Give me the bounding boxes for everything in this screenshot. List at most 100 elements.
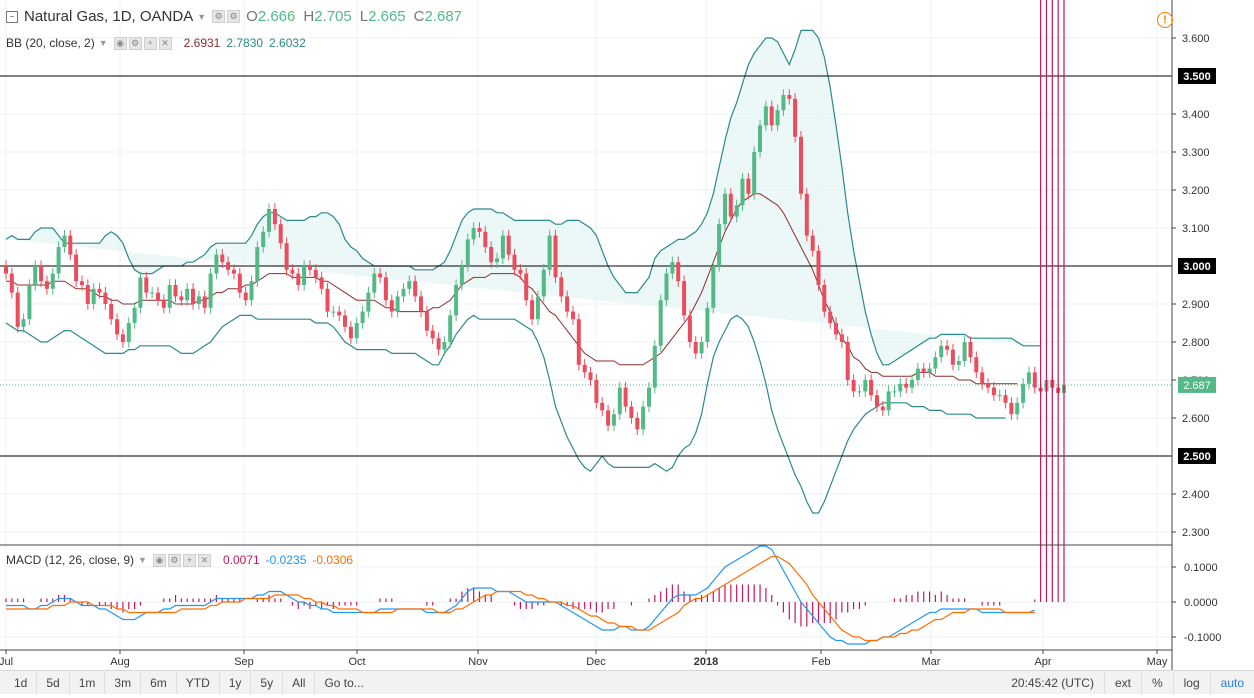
warning-icon[interactable]: ! <box>1157 12 1173 28</box>
macd-value: -0.0235 <box>265 553 307 567</box>
candle-body <box>120 334 125 342</box>
candle-body <box>974 357 979 373</box>
timeframe-6m[interactable]: 6m <box>141 671 177 694</box>
goto-button[interactable]: Go to... <box>324 675 364 690</box>
legend-buttons[interactable]: ⚙ ⚙ <box>212 10 242 23</box>
gear-icon[interactable]: ⚙ <box>227 10 241 23</box>
macd-buttons[interactable]: ◉ ⚙ + ✕ <box>152 553 213 567</box>
price-tick-label: 3.100 <box>1182 223 1210 235</box>
bb-lower-value: 2.6032 <box>269 36 306 50</box>
eye-icon[interactable]: ◉ <box>152 553 166 567</box>
add-icon[interactable]: + <box>182 553 196 567</box>
timeframe-5d[interactable]: 5d <box>37 671 70 694</box>
percent-button[interactable]: % <box>1140 671 1173 694</box>
candle-body <box>62 235 67 247</box>
price-tick-label: 3.000 <box>1183 261 1211 273</box>
candle-body <box>167 285 172 308</box>
candle-body <box>793 98 798 137</box>
candle-body <box>787 95 792 99</box>
log-button[interactable]: log <box>1172 671 1210 694</box>
last-price-label: 2.687 <box>1183 380 1211 392</box>
settings-icon[interactable]: ⚙ <box>212 10 226 23</box>
timeframe-all[interactable]: All <box>283 671 316 694</box>
macd-signal-value: -0.0306 <box>312 553 354 567</box>
ext-button[interactable]: ext <box>1103 671 1141 694</box>
menu-icon[interactable]: − <box>6 10 18 23</box>
candle-body <box>232 269 236 274</box>
timeframe-ytd[interactable]: YTD <box>177 671 220 694</box>
l-label: L <box>359 8 369 25</box>
candle-body <box>834 323 838 335</box>
candle-body <box>915 368 920 380</box>
price-tick-label: 3.200 <box>1182 185 1210 197</box>
candle-body <box>635 418 640 430</box>
candle-body <box>442 342 447 350</box>
macd-signal-line <box>6 555 1035 642</box>
settings-icon[interactable]: ⚙ <box>128 36 142 50</box>
candle-body <box>629 406 634 418</box>
candle-body <box>331 311 336 313</box>
candle-body <box>880 406 885 411</box>
candle-body <box>506 235 511 255</box>
candle-body <box>220 254 225 263</box>
candle-body <box>617 387 622 415</box>
candle-body <box>161 300 166 308</box>
candle-body <box>559 277 564 297</box>
timeframe-1y[interactable]: 1y <box>220 671 252 694</box>
close-icon[interactable]: ✕ <box>197 553 211 567</box>
candle-body <box>132 307 137 323</box>
macd-name[interactable]: MACD (12, 26, close, 9) <box>6 553 135 567</box>
bb-buttons[interactable]: ◉ ⚙ + ✕ <box>113 36 174 50</box>
add-icon[interactable]: + <box>143 36 157 50</box>
candle-body <box>705 307 710 342</box>
candle-body <box>325 288 330 312</box>
price-tick-label: 3.400 <box>1182 109 1210 121</box>
chevron-down-icon[interactable]: ▼ <box>197 11 207 22</box>
symbol-legend: − Natural Gas, 1D, OANDA ▼ ⚙ ⚙ O 2.666 H … <box>6 8 462 25</box>
candle-body <box>489 247 494 263</box>
candle-body <box>611 414 616 426</box>
candle-body <box>664 273 669 301</box>
candle-body <box>27 285 32 320</box>
symbol-title[interactable]: Natural Gas, 1D, OANDA <box>24 8 194 25</box>
candle-body <box>693 342 698 354</box>
chevron-down-icon[interactable]: ▼ <box>98 38 108 48</box>
candle-body <box>337 311 342 316</box>
candle-body <box>746 178 751 194</box>
clock-time: 20:45:42 (UTC) <box>1011 675 1094 690</box>
time-tick-label: Aug <box>110 656 130 668</box>
macd-line <box>6 545 1036 645</box>
timeframe-1d[interactable]: 1d <box>0 671 38 694</box>
timeframe-5y[interactable]: 5y <box>251 671 284 694</box>
time-tick-label: Feb <box>812 656 831 668</box>
candle-body <box>383 277 388 301</box>
candle-body <box>308 266 312 270</box>
timeframe-3m[interactable]: 3m <box>105 671 142 694</box>
o-value: 2.666 <box>257 8 296 25</box>
candle-body <box>313 269 318 278</box>
candle-body <box>541 269 546 297</box>
bb-name[interactable]: BB (20, close, 2) <box>6 36 95 50</box>
candle-body <box>594 380 599 403</box>
close-icon[interactable]: ✕ <box>158 36 172 50</box>
candle-body <box>886 391 891 411</box>
auto-button[interactable]: auto <box>1209 671 1254 694</box>
candle-body <box>576 319 581 365</box>
candle-body <box>723 193 727 225</box>
timeframe-1m[interactable]: 1m <box>70 671 106 694</box>
candle-body <box>933 357 938 369</box>
candle-body <box>465 239 470 266</box>
chevron-down-icon[interactable]: ▼ <box>138 555 147 565</box>
time-tick-label: Nov <box>468 656 488 668</box>
h-value: 2.705 <box>314 8 352 25</box>
candle-body <box>641 406 646 430</box>
settings-icon[interactable]: ⚙ <box>167 553 181 567</box>
price-axis <box>1172 0 1254 670</box>
candle-body <box>290 269 295 274</box>
time-tick-label: Oct <box>348 656 365 668</box>
candle-body <box>1015 402 1020 415</box>
eye-icon[interactable]: ◉ <box>113 36 127 50</box>
candle-body <box>1009 402 1014 415</box>
candle-body <box>115 319 120 335</box>
